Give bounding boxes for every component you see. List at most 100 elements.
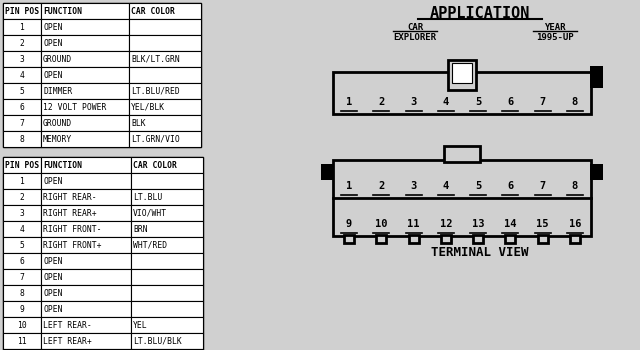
- Text: 9: 9: [346, 219, 352, 229]
- Text: FUNCTION: FUNCTION: [43, 161, 82, 169]
- Bar: [408, 235, 419, 243]
- Bar: [131, 205, 203, 221]
- Bar: [129, 83, 201, 99]
- Bar: [131, 189, 203, 205]
- Text: 2: 2: [20, 193, 24, 202]
- Text: 4: 4: [443, 181, 449, 191]
- Text: 12: 12: [440, 219, 452, 229]
- Bar: [41, 67, 129, 83]
- Text: RIGHT FRONT-: RIGHT FRONT-: [43, 224, 102, 233]
- Text: OPEN: OPEN: [43, 288, 63, 298]
- Bar: [3, 51, 41, 67]
- Bar: [129, 35, 201, 51]
- Text: 7: 7: [540, 181, 546, 191]
- Text: RIGHT FRONT+: RIGHT FRONT+: [43, 240, 102, 250]
- Bar: [321, 164, 334, 180]
- Bar: [3, 301, 41, 317]
- Bar: [41, 221, 131, 237]
- Bar: [131, 237, 203, 253]
- Text: 1: 1: [346, 181, 352, 191]
- Text: 7: 7: [540, 97, 546, 107]
- Text: 6: 6: [20, 103, 24, 112]
- Text: 1995-UP: 1995-UP: [536, 33, 574, 42]
- Text: CAR COLOR: CAR COLOR: [133, 161, 177, 169]
- Bar: [41, 317, 131, 333]
- Text: 16: 16: [568, 219, 581, 229]
- Text: 3: 3: [410, 97, 417, 107]
- Text: 10: 10: [17, 321, 27, 329]
- Bar: [41, 131, 129, 147]
- Bar: [3, 285, 41, 301]
- Text: 1: 1: [346, 97, 352, 107]
- Text: 2: 2: [378, 97, 385, 107]
- Bar: [333, 72, 591, 114]
- Text: LT.BLU/BLK: LT.BLU/BLK: [133, 336, 182, 345]
- Text: GROUND: GROUND: [43, 55, 72, 63]
- Text: 1: 1: [20, 22, 24, 32]
- Bar: [344, 235, 354, 243]
- Text: 8: 8: [20, 288, 24, 298]
- Text: EXPLORER: EXPLORER: [394, 33, 436, 42]
- Text: 6: 6: [508, 97, 513, 107]
- Text: 5: 5: [475, 97, 481, 107]
- Bar: [41, 3, 129, 19]
- Bar: [448, 60, 476, 90]
- Text: PIN POS: PIN POS: [5, 161, 39, 169]
- Text: LEFT REAR-: LEFT REAR-: [43, 321, 92, 329]
- Bar: [3, 221, 41, 237]
- Bar: [41, 349, 131, 350]
- Text: MEMORY: MEMORY: [43, 134, 72, 144]
- Bar: [452, 63, 472, 83]
- Bar: [3, 317, 41, 333]
- Bar: [129, 67, 201, 83]
- Text: 14: 14: [504, 219, 516, 229]
- Bar: [3, 19, 41, 35]
- Text: 3: 3: [410, 181, 417, 191]
- Bar: [41, 285, 131, 301]
- Text: GROUND: GROUND: [43, 119, 72, 127]
- Text: BLK/LT.GRN: BLK/LT.GRN: [131, 55, 180, 63]
- Bar: [129, 131, 201, 147]
- Bar: [131, 333, 203, 349]
- Text: APPLICATION: APPLICATION: [430, 6, 530, 21]
- Text: 11: 11: [408, 219, 420, 229]
- Bar: [3, 349, 41, 350]
- Text: YEL: YEL: [133, 321, 148, 329]
- Text: LT.GRN/VIO: LT.GRN/VIO: [131, 134, 180, 144]
- Text: DIMMER: DIMMER: [43, 86, 72, 96]
- Bar: [473, 235, 483, 243]
- Text: 13: 13: [472, 219, 484, 229]
- Text: 6: 6: [508, 181, 513, 191]
- Text: OPEN: OPEN: [43, 22, 63, 32]
- Text: 8: 8: [572, 181, 578, 191]
- Bar: [590, 164, 603, 180]
- Bar: [3, 67, 41, 83]
- Bar: [538, 235, 548, 243]
- Text: 7: 7: [20, 119, 24, 127]
- Text: 6: 6: [20, 257, 24, 266]
- Bar: [333, 160, 591, 236]
- Text: CAR: CAR: [407, 23, 423, 32]
- Bar: [590, 66, 603, 88]
- Text: LT.BLU: LT.BLU: [133, 193, 163, 202]
- Bar: [131, 285, 203, 301]
- Bar: [506, 235, 515, 243]
- Bar: [3, 253, 41, 269]
- Bar: [41, 333, 131, 349]
- Text: 4: 4: [443, 97, 449, 107]
- Text: 5: 5: [475, 181, 481, 191]
- Bar: [3, 333, 41, 349]
- Text: YEAR: YEAR: [544, 23, 566, 32]
- Text: LT.BLU/RED: LT.BLU/RED: [131, 86, 180, 96]
- Text: LEFT REAR+: LEFT REAR+: [43, 336, 92, 345]
- Text: OPEN: OPEN: [43, 176, 63, 186]
- Text: RIGHT REAR+: RIGHT REAR+: [43, 209, 97, 217]
- Bar: [3, 237, 41, 253]
- Bar: [3, 99, 41, 115]
- Bar: [3, 131, 41, 147]
- Bar: [41, 301, 131, 317]
- Bar: [3, 189, 41, 205]
- Bar: [41, 51, 129, 67]
- Text: TERMINAL VIEW: TERMINAL VIEW: [431, 246, 529, 259]
- Bar: [41, 83, 129, 99]
